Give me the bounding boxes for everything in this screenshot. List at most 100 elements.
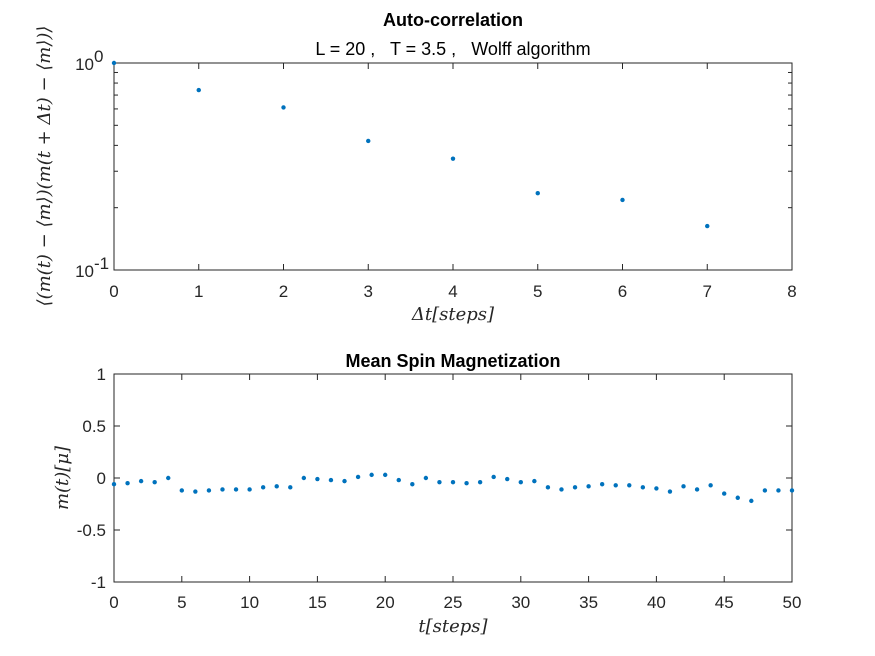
data-point: [505, 476, 510, 482]
autocorrelation-subtitle: L = 20 , T = 3.5 , Wolff algorithm: [315, 39, 590, 59]
data-point: [383, 472, 388, 478]
y-tick-label: 0.5: [82, 417, 106, 436]
x-tick-label: 1: [194, 282, 203, 301]
data-point: [789, 488, 795, 493]
autocorrelation-ticks: [113, 62, 793, 271]
data-point: [599, 482, 605, 487]
autocorrelation-points: [111, 60, 710, 229]
data-point: [613, 483, 618, 488]
data-point: [274, 484, 279, 489]
data-point: [681, 484, 686, 489]
magnetization-x-axis-label: t[steps]: [418, 616, 488, 637]
data-point: [152, 479, 157, 485]
y-tick-label: 1: [97, 365, 106, 384]
data-point: [464, 481, 469, 486]
data-point: [111, 482, 117, 487]
data-point: [735, 495, 740, 500]
data-point: [749, 498, 754, 504]
data-point: [288, 485, 293, 490]
magnetization-chart: Mean Spin Magnetization 0 5 10 15 20 25 30 35 40…: [52, 351, 801, 637]
data-point: [627, 483, 632, 488]
data-point: [328, 477, 334, 483]
data-point: [396, 477, 401, 483]
data-point: [410, 482, 415, 487]
data-point: [450, 156, 456, 161]
data-point: [586, 484, 591, 489]
magnetization-title: Mean Spin Magnetization: [345, 351, 560, 371]
y-tick-label: 0: [97, 469, 106, 488]
y-tick-exponent: -1: [94, 254, 109, 273]
x-tick-label: 0: [109, 282, 118, 301]
x-tick-label: 0: [109, 593, 118, 612]
x-tick-label: 7: [703, 282, 712, 301]
data-point: [111, 60, 117, 66]
x-tick-label: 3: [364, 282, 373, 301]
data-point: [193, 489, 198, 494]
data-point: [545, 485, 551, 490]
x-tick-label: 35: [579, 593, 598, 612]
data-point: [654, 486, 659, 491]
x-tick-label: 15: [308, 593, 327, 612]
x-tick-label: 5: [177, 593, 186, 612]
data-point: [281, 105, 286, 110]
data-point: [125, 481, 130, 486]
data-point: [477, 479, 483, 485]
x-tick-label: 45: [715, 593, 734, 612]
x-tick-label: 20: [376, 593, 395, 612]
magnetization-y-axis-label: m(t)[μ]: [52, 445, 73, 510]
data-point: [640, 485, 646, 490]
data-point: [722, 491, 727, 496]
magnetization-points: [111, 472, 795, 504]
data-point: [315, 476, 320, 482]
data-point: [705, 223, 710, 229]
data-point: [518, 479, 523, 485]
x-tick-label: 30: [511, 593, 530, 612]
autocorrelation-x-axis-label: Δt[steps]: [411, 304, 495, 325]
x-tick-label: 25: [444, 593, 463, 612]
data-point: [369, 472, 374, 478]
data-point: [423, 475, 429, 481]
data-point: [491, 474, 496, 480]
x-tick-label: 6: [618, 282, 627, 301]
autocorrelation-x-tick-labels: 0 1 2 3 4 5 6 7 8: [109, 282, 796, 301]
autocorrelation-title: Auto-correlation: [383, 10, 523, 30]
data-point: [708, 483, 713, 488]
data-point: [776, 488, 781, 493]
data-point: [233, 487, 239, 492]
data-point: [366, 138, 371, 144]
data-point: [667, 489, 673, 494]
x-tick-label: 4: [448, 282, 457, 301]
y-tick-label: 10: [75, 55, 94, 74]
data-point: [559, 487, 564, 492]
x-tick-label: 2: [279, 282, 288, 301]
data-point: [532, 478, 537, 484]
magnetization-ticks: [113, 373, 793, 583]
magnetization-y-tick-labels: -1 -0.5 0 0.5 1: [77, 365, 106, 592]
data-point: [260, 485, 266, 490]
data-point: [342, 478, 347, 484]
x-tick-label: 50: [783, 593, 802, 612]
data-point: [437, 479, 442, 485]
x-tick-label: 10: [240, 593, 259, 612]
x-tick-label: 8: [787, 282, 796, 301]
data-point: [355, 474, 361, 480]
autocorrelation-y-axis-label: ⟨(m(t) − ⟨m⟩)(m(t + Δt) − ⟨m⟩)⟩: [34, 26, 55, 307]
data-point: [620, 197, 625, 203]
data-point: [694, 487, 700, 492]
x-tick-label: 40: [647, 593, 666, 612]
data-point: [166, 475, 171, 481]
data-point: [450, 479, 456, 485]
data-point: [247, 487, 252, 492]
autocorrelation-axes-box: [113, 62, 793, 271]
y-tick-label: -0.5: [77, 521, 106, 540]
data-point: [762, 488, 768, 493]
magnetization-axes-box: [113, 373, 793, 583]
autocorrelation-chart: Auto-correlation L = 20 , T = 3.5 , Wolf…: [34, 10, 797, 325]
data-point: [179, 488, 184, 493]
data-point: [138, 478, 144, 484]
data-point: [535, 190, 540, 196]
y-tick-label: 10: [75, 262, 94, 281]
data-point: [301, 475, 307, 481]
